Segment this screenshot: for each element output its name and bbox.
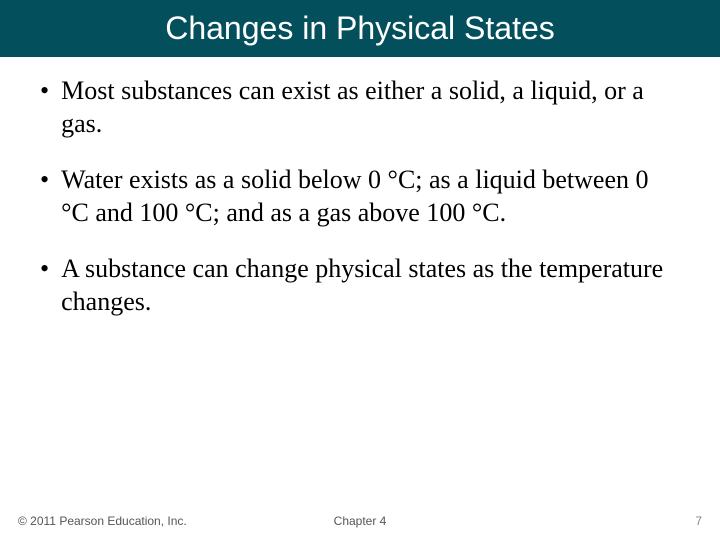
bullet-text: Water exists as a solid below 0 °C; as a… <box>61 164 680 229</box>
footer-page-number: 7 <box>695 514 702 528</box>
bullet-item: • A substance can change physical states… <box>40 253 680 318</box>
bullet-item: • Most substances can exist as either a … <box>40 75 680 140</box>
bullet-text: A substance can change physical states a… <box>61 253 680 318</box>
slide-body: • Most substances can exist as either a … <box>0 57 720 318</box>
footer-copyright: © 2011 Pearson Education, Inc. <box>18 514 187 528</box>
bullet-marker: • <box>40 164 49 197</box>
bullet-item: • Water exists as a solid below 0 °C; as… <box>40 164 680 229</box>
bullet-marker: • <box>40 253 49 286</box>
slide-title: Changes in Physical States <box>0 0 720 57</box>
bullet-text: Most substances can exist as either a so… <box>61 75 680 140</box>
footer-chapter: Chapter 4 <box>334 514 387 528</box>
bullet-marker: • <box>40 75 49 108</box>
